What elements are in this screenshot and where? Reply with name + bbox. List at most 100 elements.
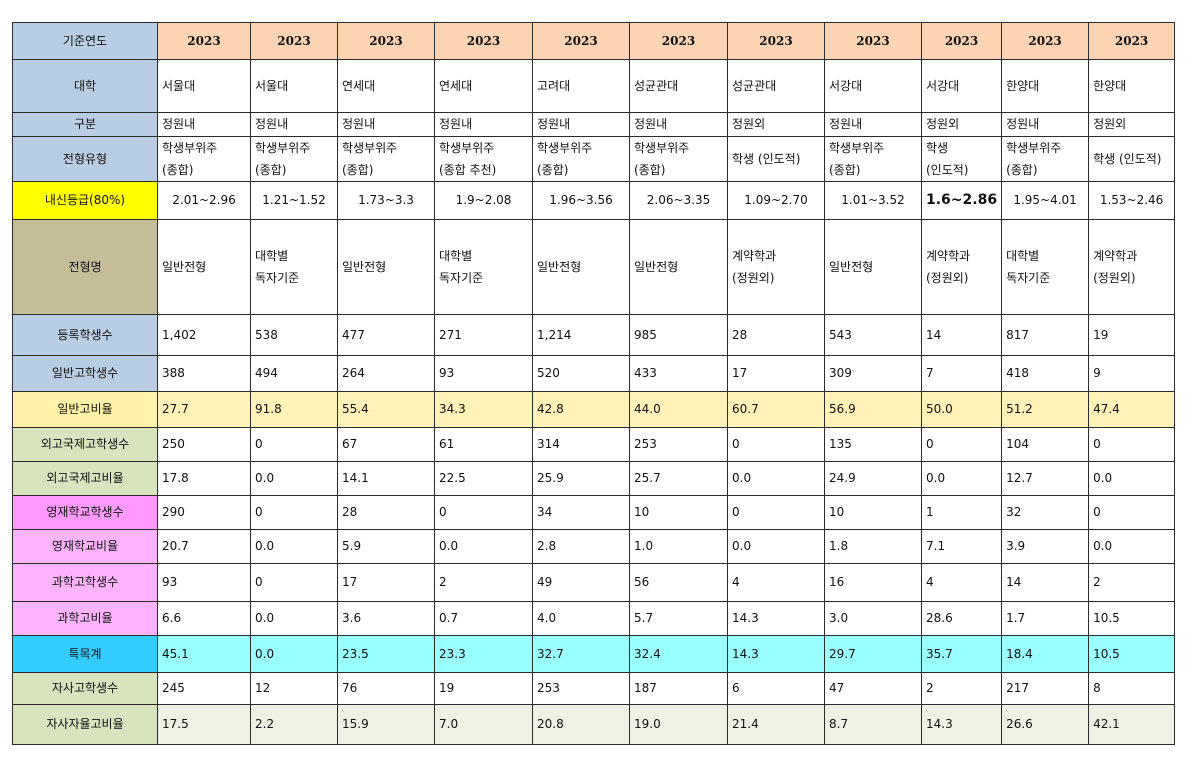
table-cell: 0.0 (1088, 529, 1176, 564)
table-cell: 0 (920, 427, 1003, 462)
table-cell: 3.6 (337, 601, 435, 636)
row-header: 자사자율고비율 (12, 704, 158, 745)
admissions-table: 기준연도 2023 2023 2023 2023 2023 2023 2023 2023 2023… (12, 22, 1176, 745)
table-cell: 1.8 (824, 529, 922, 564)
table-cell: 서울대 (250, 59, 338, 113)
table-cell: 27.7 (157, 391, 251, 428)
table-cell: 49 (532, 563, 630, 602)
table-cell: 4 (727, 563, 825, 602)
table-cell: 32 (1001, 495, 1090, 530)
table-cell: 정원내 (629, 112, 728, 137)
table-cell: 56 (629, 563, 728, 602)
table-cell: 418 (1001, 355, 1090, 392)
table-cell: 1.53~2.46 (1088, 181, 1176, 220)
table-cell: 0 (727, 427, 825, 462)
table-cell: 4 (920, 563, 1003, 602)
table-cell: 2023 (920, 22, 1003, 60)
table-cell: 계약학과 (정원외) (1088, 219, 1176, 315)
table-cell: 20.7 (157, 529, 251, 564)
table-cell: 1.95~4.01 (1001, 181, 1090, 220)
table-cell: 0 (434, 495, 533, 530)
table-cell: 543 (824, 314, 922, 356)
table-cell: 67 (337, 427, 435, 462)
row-header: 내신등급(80%) (12, 181, 158, 220)
table-cell: 817 (1001, 314, 1090, 356)
row-header: 영재학교학생수 (12, 495, 158, 530)
table-cell: 성균관대 (727, 59, 825, 113)
table-cell: 7 (920, 355, 1003, 392)
row-header: 일반고학생수 (12, 355, 158, 392)
table-row: 내신등급(80%) 2.01~2.96 1.21~1.52 1.73~3.3 1.9~2… (12, 181, 1176, 220)
table-cell: 17 (727, 355, 825, 392)
table-row: 대학 서울대 서울대 연세대 연세대 고려대 성균관대 성균관대 서강대 서강대 한양대 한양대 (12, 59, 1176, 113)
table-cell: 2.06~3.35 (629, 181, 728, 220)
table-cell: 7.0 (434, 704, 533, 745)
table-cell: 14.3 (727, 601, 825, 636)
table-cell: 2023 (1088, 22, 1176, 60)
table-cell: 계약학과 (정원외) (920, 219, 1003, 315)
table-cell: 28 (727, 314, 825, 356)
table-cell: 1,214 (532, 314, 630, 356)
table-cell: 0 (1088, 427, 1176, 462)
table-cell: 14.3 (727, 635, 825, 673)
table-cell: 47 (824, 672, 922, 705)
table-cell: 12 (250, 672, 338, 705)
table-cell: 학생 (인도적) (920, 136, 1003, 182)
table-cell: 1.01~3.52 (824, 181, 922, 220)
table-cell: 0 (250, 427, 338, 462)
table-cell: 538 (250, 314, 338, 356)
table-cell: 2023 (1001, 22, 1090, 60)
table-cell: 연세대 (337, 59, 435, 113)
table-cell: 2023 (337, 22, 435, 60)
table-cell: 18.4 (1001, 635, 1090, 673)
table-cell: 1.6~2.86 (920, 181, 1003, 220)
table-cell: 학생 (인도적) (727, 136, 825, 182)
table-cell: 494 (250, 355, 338, 392)
table-row: 기준연도 2023 2023 2023 2023 2023 2023 2023 2023 2023… (12, 22, 1176, 60)
table-row: 과학고학생수 93 0 17 2 49 56 4 16 4 14 2 (12, 563, 1176, 602)
table-cell: 477 (337, 314, 435, 356)
table-cell: 7.1 (920, 529, 1003, 564)
table-cell: 50.0 (920, 391, 1003, 428)
table-cell: 0.0 (250, 461, 338, 496)
table-cell: 2.2 (250, 704, 338, 745)
table-cell: 학생부위주 (종합) (532, 136, 630, 182)
table-cell: 32.7 (532, 635, 630, 673)
table-cell: 정원내 (1001, 112, 1090, 137)
table-cell: 0.7 (434, 601, 533, 636)
table-cell: 22.5 (434, 461, 533, 496)
table-cell: 2.8 (532, 529, 630, 564)
table-cell: 271 (434, 314, 533, 356)
table-row: 영재학교학생수 290 0 28 0 34 10 0 10 1 32 0 (12, 495, 1176, 530)
table-cell: 104 (1001, 427, 1090, 462)
row-header: 등록학생수 (12, 314, 158, 356)
table-cell: 2 (920, 672, 1003, 705)
table-cell: 34 (532, 495, 630, 530)
table-cell: 8.7 (824, 704, 922, 745)
table-cell: 정원외 (920, 112, 1003, 137)
table-cell: 정원내 (532, 112, 630, 137)
table-cell: 학생부위주 (종합) (250, 136, 338, 182)
table-cell: 10 (824, 495, 922, 530)
table-cell: 성균관대 (629, 59, 728, 113)
table-cell: 44.0 (629, 391, 728, 428)
table-cell: 264 (337, 355, 435, 392)
table-cell: 0.0 (1088, 461, 1176, 496)
table-cell: 서울대 (157, 59, 251, 113)
table-cell: 253 (629, 427, 728, 462)
table-cell: 93 (157, 563, 251, 602)
table-row: 전형명 일반전형 대학별 독자기준 일반전형 대학별 독자기준 일반전형 일반전형 계약학과 (정원… (12, 219, 1176, 315)
table-cell: 2023 (727, 22, 825, 60)
table-cell: 정원내 (157, 112, 251, 137)
table-cell: 250 (157, 427, 251, 462)
table-cell: 5.9 (337, 529, 435, 564)
table-cell: 정원내 (434, 112, 533, 137)
table-row: 영재학교비율 20.7 0.0 5.9 0.0 2.8 1.0 0.0 1.8 7.1 3.9 0.0 (12, 529, 1176, 564)
row-header: 자사고학생수 (12, 672, 158, 705)
row-header: 외고국제고비율 (12, 461, 158, 496)
table-cell: 25.9 (532, 461, 630, 496)
table-cell: 76 (337, 672, 435, 705)
table-cell: 12.7 (1001, 461, 1090, 496)
table-cell: 28.6 (920, 601, 1003, 636)
table-cell: 253 (532, 672, 630, 705)
